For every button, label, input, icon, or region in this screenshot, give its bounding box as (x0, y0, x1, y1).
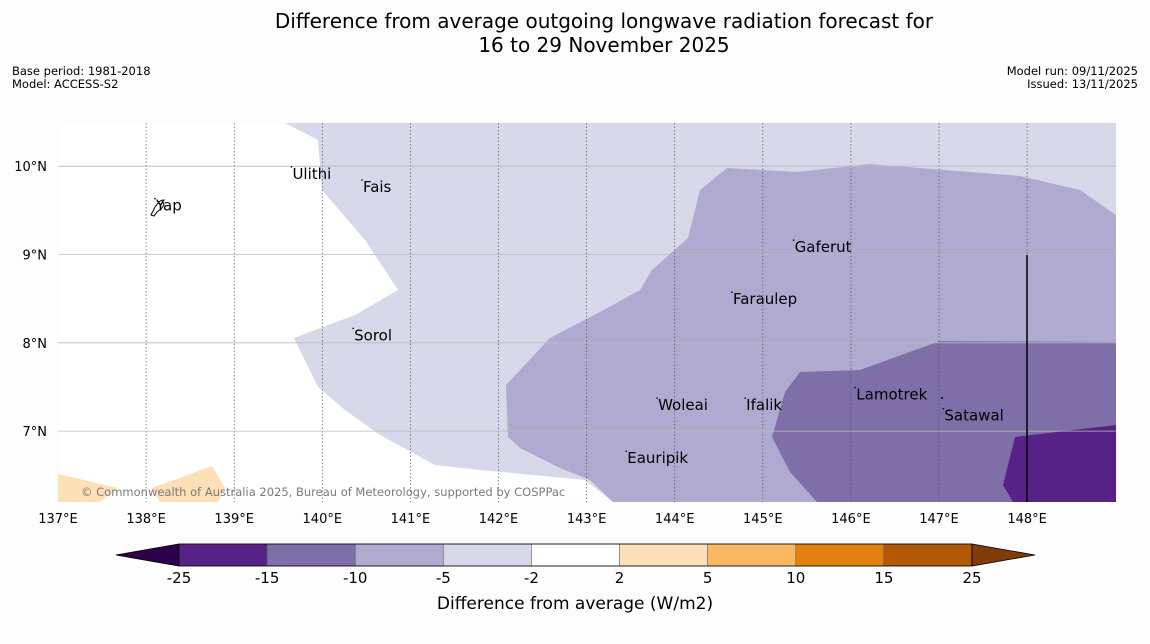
place-label: Faraulep (733, 290, 797, 308)
longitude-tick-label: 145°E (743, 512, 783, 527)
colorbar-tick-label: -15 (255, 569, 280, 587)
place-faraulep: Faraulep (731, 290, 797, 308)
chart-title: Difference from average outgoing longwav… (0, 9, 1150, 57)
place-marker (290, 165, 293, 168)
anomaly-region-plus5-a (58, 474, 118, 502)
colorbar-tick-label: 2 (615, 569, 625, 587)
place-woleai: Woleai (656, 396, 708, 414)
longitude-tick-label: 146°E (831, 512, 871, 527)
longitude-tick-label: 140°E (303, 512, 343, 527)
longitude-tick-label: 147°E (919, 512, 959, 527)
colorbar-segment (619, 543, 708, 567)
colorbar-segment (443, 543, 532, 567)
place-marker (942, 407, 945, 410)
longitude-tick-label: 142°E (479, 512, 519, 527)
place-marker (352, 327, 354, 330)
place-ulithi: Ulithi (290, 165, 331, 183)
place-label: Lamotrek (856, 386, 927, 404)
place-marker (792, 239, 795, 241)
base-period: Base period: 1981-2018 (12, 64, 151, 78)
colorbar-extend-high (971, 543, 1036, 567)
place-marker (154, 197, 156, 200)
place-yap: Yap (154, 197, 182, 215)
colorbar-tick-label: 5 (703, 569, 713, 587)
latitude-tick-label: 8°N (23, 337, 48, 352)
place-marker (656, 397, 658, 399)
colorbar-tick-label: -2 (524, 569, 539, 587)
colorbar-segment (178, 543, 268, 567)
colorbar-segment (354, 543, 444, 567)
place-lamotrek: Lamotrek (854, 386, 928, 404)
copyright-notice: © Commonwealth of Australia 2025, Bureau… (81, 485, 565, 499)
longitude-tick-label: 138°E (126, 512, 166, 527)
colorbar-segment (795, 543, 885, 567)
place-label: Eauripik (627, 449, 688, 467)
latitude-tick-labels: 10°N 9°N 8°N 7°N (14, 160, 47, 440)
latitude-tick-label: 9°N (23, 249, 48, 264)
anomaly-region-minus25 (1003, 425, 1116, 502)
place-label: Fais (363, 178, 392, 196)
latitude-tick-label: 10°N (14, 160, 47, 175)
anomaly-region-plus5-b (152, 466, 225, 502)
map-area: Yap Ulithi Fais Gaferut Faraulep Sorol Lamotre… (58, 123, 1116, 502)
longitude-tick-label: 139°E (214, 512, 254, 527)
colorbar-outline (178, 543, 973, 567)
place-label: Yap (155, 197, 182, 215)
meta-right: Model run: 09/11/2025 Issued: 13/11/2025 (1007, 65, 1138, 91)
place-eauripik: Eauripik (625, 449, 688, 467)
place-ifalik: Ifalik (744, 396, 782, 414)
longitude-tick-labels: 137°E 138°E 139°E 140°E 141°E 142°E 143°E 144°E… (38, 512, 1047, 527)
colorbar-segment (883, 543, 973, 567)
place-fais: Fais (361, 178, 392, 196)
colorbar-tick-label: 10 (786, 569, 805, 587)
longitude-tick-label: 137°E (38, 512, 78, 527)
colorbar-title: Difference from average (W/m2) (436, 594, 714, 614)
gridlines (58, 123, 1116, 502)
latitude-tick-label: 7°N (23, 425, 48, 440)
colorbar: -25 -15 -10 -5 -2 2 5 10 15 25 (115, 543, 1036, 587)
place-label: Sorol (354, 326, 392, 344)
title-line-2: 16 to 29 November 2025 (478, 33, 730, 57)
island-marker (941, 397, 943, 399)
colorbar-tick-label: 25 (962, 569, 981, 587)
place-label: Ulithi (292, 165, 331, 183)
place-marker (744, 397, 746, 399)
colorbar-tick-label: -5 (436, 569, 451, 587)
longitude-tick-label: 141°E (391, 512, 431, 527)
meta-left: Base period: 1981-2018 Model: ACCESS-S2 (12, 65, 151, 91)
place-label: Satawal (944, 407, 1003, 425)
place-satawal: Satawal (942, 407, 1004, 425)
colorbar-tick-label: -10 (343, 569, 368, 587)
place-marker (625, 450, 628, 452)
place-sorol: Sorol (352, 326, 392, 344)
place-label: Ifalik (746, 396, 782, 414)
colorbar-tick-label: -25 (167, 569, 192, 587)
colorbar-tick-label: 15 (874, 569, 893, 587)
colorbar-extend-low (115, 543, 180, 567)
place-marker (361, 179, 363, 181)
model-run: Model run: 09/11/2025 (1006, 64, 1138, 78)
colorbar-segment (266, 543, 356, 567)
colorbar-segment (707, 543, 797, 567)
place-labels: Yap Ulithi Fais Gaferut Faraulep Sorol Lamotre… (154, 165, 1004, 467)
place-label: Woleai (658, 396, 708, 414)
colorbar-segment (531, 543, 620, 567)
place-gaferut: Gaferut (792, 238, 852, 256)
place-label: Gaferut (795, 238, 852, 256)
place-marker (731, 291, 733, 293)
longitude-tick-label: 143°E (567, 512, 607, 527)
place-marker (854, 386, 857, 389)
longitude-tick-label: 148°E (1007, 512, 1047, 527)
yap-island (150, 199, 165, 217)
model-name: Model: ACCESS-S2 (12, 77, 119, 91)
title-line-1: Difference from average outgoing longwav… (274, 9, 934, 33)
issued-date: Issued: 13/11/2025 (1027, 77, 1138, 91)
longitude-tick-label: 144°E (655, 512, 695, 527)
